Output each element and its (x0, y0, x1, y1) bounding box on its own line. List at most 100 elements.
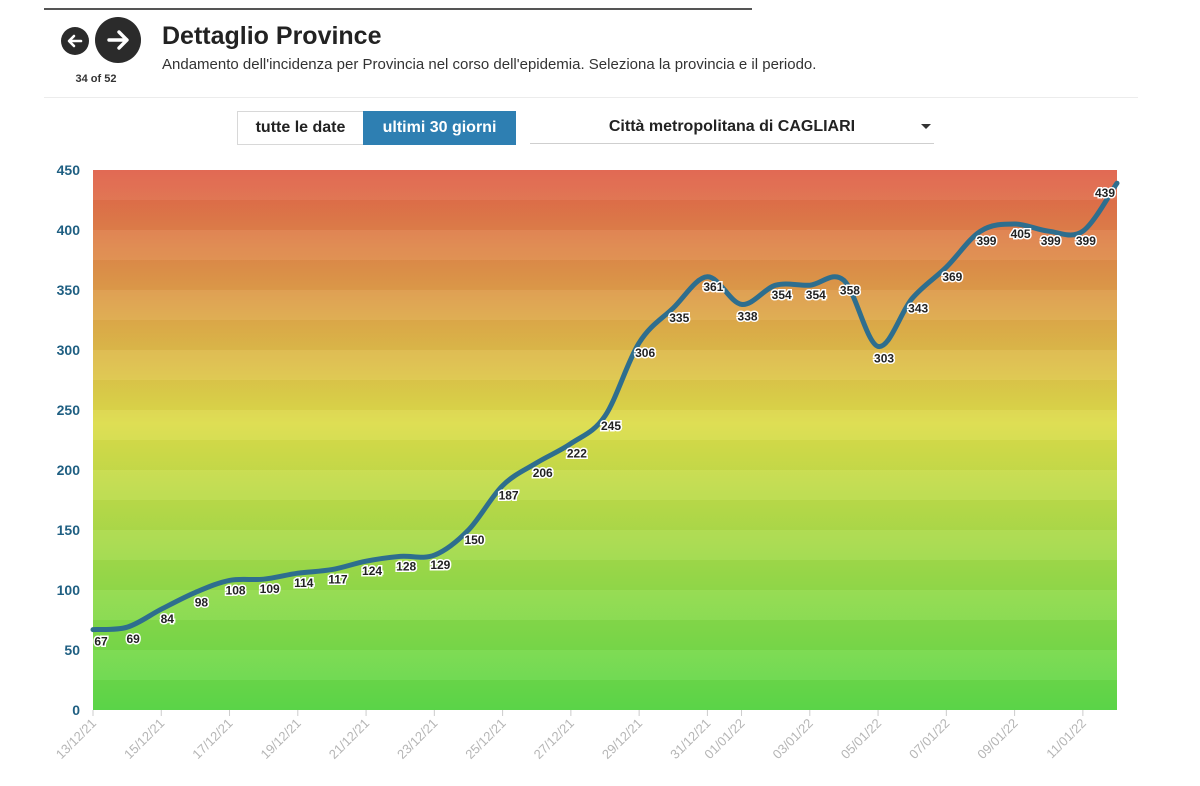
background-band (93, 320, 1117, 350)
data-label-text: 335 (669, 311, 689, 325)
data-label: 399 (1074, 233, 1097, 250)
data-label: 67 (93, 633, 110, 650)
data-label-text: 354 (806, 288, 826, 302)
data-label-text: 129 (430, 558, 450, 572)
data-label: 399 (975, 233, 998, 250)
data-label: 108 (224, 582, 247, 599)
data-label-text: 114 (294, 576, 314, 590)
data-label: 114 (293, 575, 316, 592)
data-label: 354 (770, 287, 793, 304)
data-label-text: 124 (362, 564, 382, 578)
background-band (93, 680, 1117, 710)
background-band (93, 230, 1117, 260)
data-label-text: 245 (601, 419, 621, 433)
background-band (93, 350, 1117, 380)
series-line (90, 180, 1120, 633)
page-subtitle: Andamento dell'incidenza per Provincia n… (162, 56, 817, 73)
background-band (93, 380, 1117, 410)
data-label: 222 (565, 445, 588, 462)
data-label: 338 (736, 308, 759, 325)
data-label: 150 (463, 532, 486, 549)
y-tick-label: 0 (72, 702, 80, 718)
header-divider (44, 97, 1138, 98)
data-label-text: 128 (396, 559, 416, 573)
arrow-right-icon (107, 30, 129, 50)
data-label-text: 405 (1011, 227, 1031, 241)
data-label: 117 (327, 571, 350, 588)
data-label: 303 (873, 350, 896, 367)
y-tick-label: 400 (57, 222, 81, 238)
range-last-30-days-button[interactable]: ultimi 30 giorni (363, 111, 516, 145)
background-band (93, 620, 1117, 650)
x-tick-label: 29/12/21 (599, 716, 645, 762)
data-label: 335 (668, 310, 691, 327)
y-tick-label: 350 (57, 282, 81, 298)
next-button[interactable] (95, 17, 141, 63)
data-label-text: 69 (126, 632, 140, 646)
page-counter: 34 of 52 (75, 73, 117, 85)
province-select-value: Città metropolitana di CAGLIARI (608, 118, 856, 135)
incidence-gradient-background (93, 170, 1117, 710)
x-tick-label: 07/01/22 (906, 716, 952, 762)
data-label-text: 206 (533, 466, 553, 480)
x-tick-label: 21/12/21 (326, 716, 372, 762)
data-label-text: 222 (567, 447, 587, 461)
arrow-left-icon (67, 34, 83, 48)
data-label: 343 (907, 300, 930, 317)
data-label: 361 (702, 278, 725, 295)
data-label: 245 (599, 418, 622, 435)
data-label-text: 306 (635, 346, 655, 360)
data-label: 84 (159, 611, 176, 628)
data-label-text: 303 (874, 351, 894, 365)
data-label-text: 399 (1041, 234, 1061, 248)
y-tick-label: 200 (57, 462, 81, 478)
caret-down-icon (921, 124, 931, 129)
x-tick-label: 11/01/22 (1043, 716, 1089, 762)
province-select[interactable]: Città metropolitana di CAGLIARI (530, 111, 934, 144)
x-tick-label: 23/12/21 (394, 716, 440, 762)
background-band (93, 650, 1117, 680)
x-tick-label: 17/12/21 (189, 716, 235, 762)
data-label-text: 187 (499, 489, 519, 503)
data-label-text: 361 (703, 280, 723, 294)
data-label: 109 (258, 581, 281, 598)
background-band (93, 500, 1117, 530)
background-band (93, 590, 1117, 620)
data-label-text: 117 (328, 573, 348, 587)
background-band (93, 560, 1117, 590)
background-band (93, 440, 1117, 470)
data-label: 405 (1009, 226, 1032, 243)
data-label-text: 354 (772, 288, 792, 302)
data-label: 358 (838, 282, 861, 299)
data-label-text: 67 (94, 635, 108, 649)
x-tick-label: 09/01/22 (974, 716, 1020, 762)
background-band (93, 170, 1117, 200)
data-label: 306 (634, 344, 657, 361)
y-tick-label: 250 (57, 402, 81, 418)
data-label: 354 (804, 287, 827, 304)
range-all-dates-button[interactable]: tutte le date (237, 111, 364, 145)
data-label: 439 (1093, 185, 1116, 202)
incidence-line-chart: 0 50 100 150 200 250 300 350 400 450 13/12/21 15/1… (53, 162, 1120, 762)
x-tick-label: 19/12/21 (258, 716, 304, 762)
y-tick-label: 300 (57, 342, 81, 358)
x-tick-label: 03/01/22 (770, 716, 816, 762)
data-label: 128 (395, 558, 418, 575)
data-label-text: 399 (976, 234, 996, 248)
background-band (93, 530, 1117, 560)
y-tick-label: 100 (57, 582, 81, 598)
data-label: 124 (361, 563, 384, 580)
data-label-text: 98 (195, 595, 209, 609)
previous-button[interactable] (61, 27, 89, 55)
page-title: Dettaglio Province (162, 22, 382, 50)
data-label: 98 (193, 594, 210, 611)
background-band (93, 290, 1117, 320)
x-tick-label: 15/12/21 (121, 716, 167, 762)
data-label-text: 109 (260, 582, 280, 596)
data-label-text: 399 (1076, 234, 1096, 248)
y-tick-label: 50 (64, 642, 80, 658)
data-label-text: 343 (908, 301, 928, 315)
data-label: 69 (125, 631, 142, 648)
y-tick-label: 450 (57, 162, 81, 178)
background-band (93, 200, 1117, 230)
